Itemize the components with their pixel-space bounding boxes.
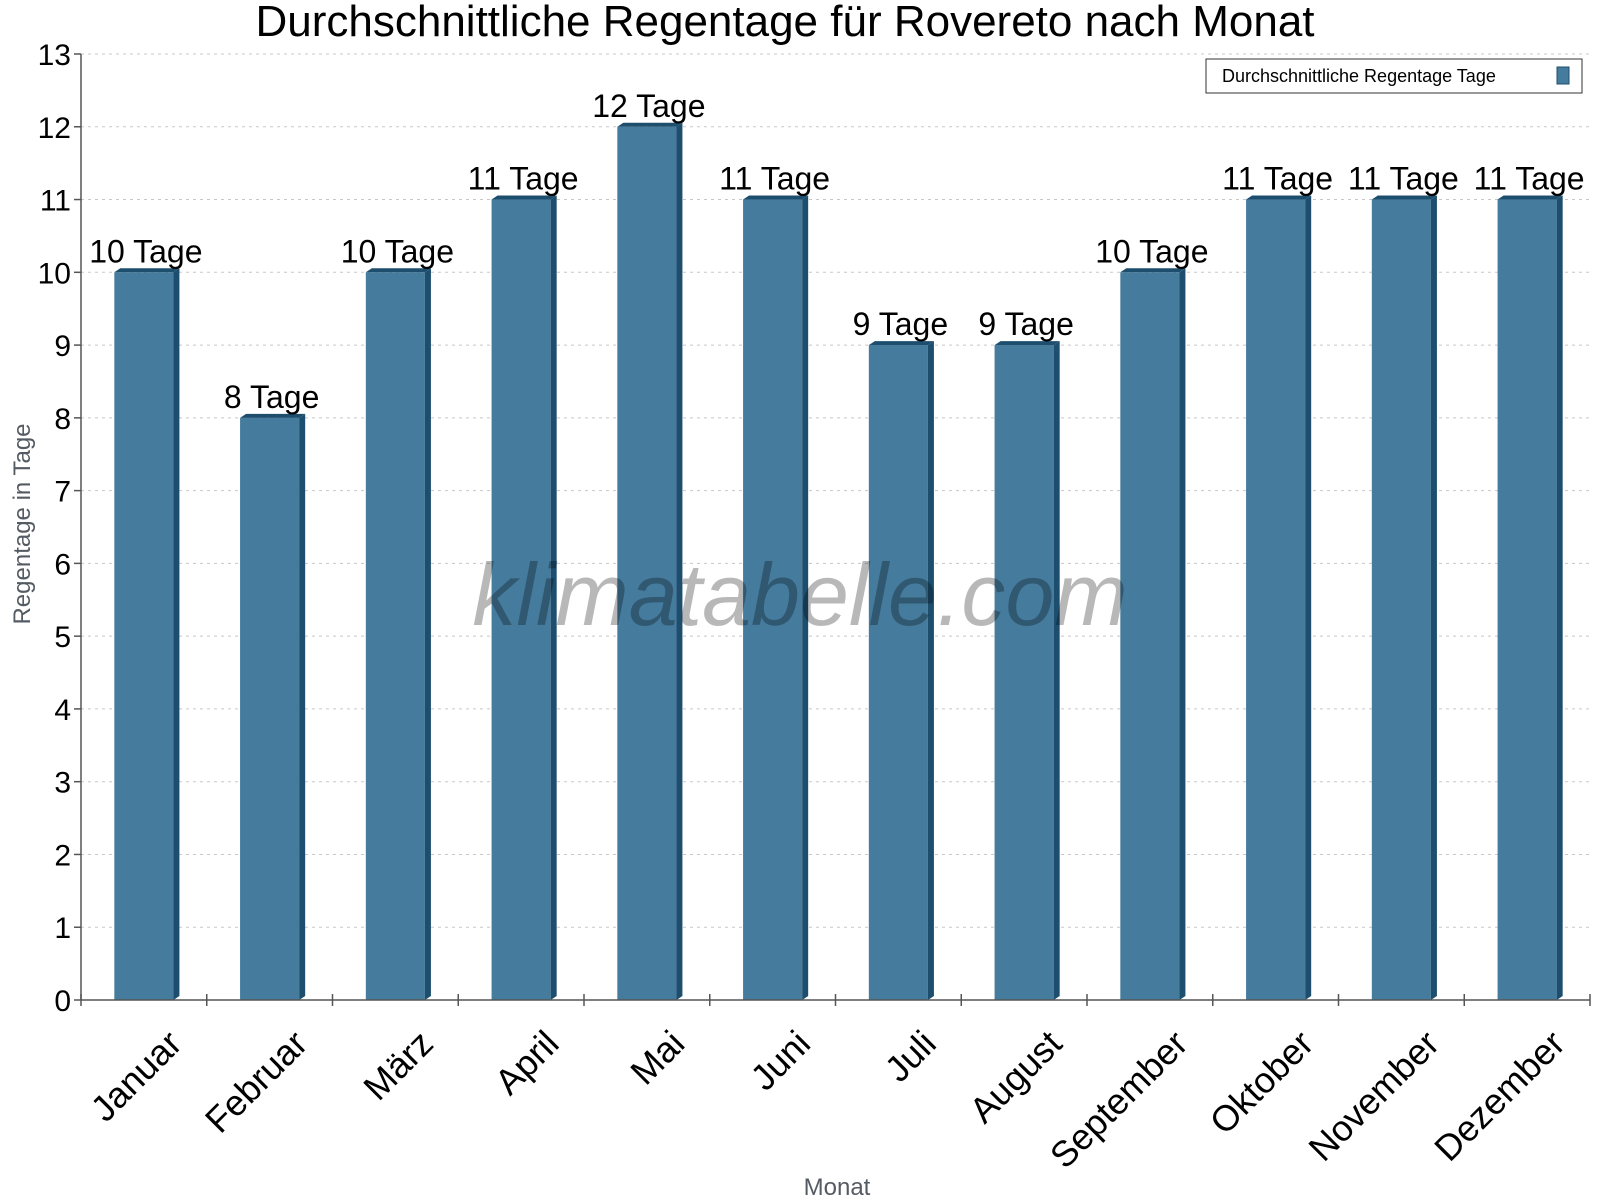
y-tick-label: 2 <box>54 839 71 872</box>
bar-top <box>1497 195 1563 200</box>
y-tick-label: 10 <box>38 257 71 290</box>
legend-box <box>1205 58 1583 94</box>
y-tick-label: 3 <box>54 767 71 800</box>
y-tick-label: 6 <box>54 548 71 581</box>
bar-value-label: 9 Tage <box>978 306 1074 342</box>
bar-value-label: 12 Tage <box>592 88 705 124</box>
y-tick-label: 5 <box>54 621 71 654</box>
bar-side <box>1179 268 1186 1000</box>
x-tick-label: Juli <box>877 1022 944 1089</box>
x-tick-label: September <box>1042 1022 1196 1176</box>
bar <box>114 272 174 1000</box>
bar <box>1120 272 1180 1000</box>
bar-top <box>1246 195 1312 200</box>
bar-value-label: 10 Tage <box>89 233 202 269</box>
y-tick-label: 8 <box>54 403 71 436</box>
bar-side <box>1053 341 1060 1001</box>
bar-value-label: 8 Tage <box>224 379 320 415</box>
x-tick-label: Juni <box>742 1022 818 1098</box>
bar-value-label: 10 Tage <box>1095 233 1208 269</box>
bar <box>240 417 300 1000</box>
bar-side <box>927 341 934 1001</box>
y-tick-label: 13 <box>38 39 71 72</box>
bar <box>1497 199 1557 1001</box>
bars <box>114 122 1563 1001</box>
bar-value-label: 11 Tage <box>468 161 579 197</box>
bar-top <box>617 122 683 127</box>
bar-value-label: 11 Tage <box>1474 161 1585 197</box>
bar <box>868 345 928 1001</box>
legend-label: Durchschnittliche Regentage Tage <box>1222 66 1496 86</box>
bar-side <box>173 268 180 1000</box>
legend-swatch <box>1556 66 1570 85</box>
x-tick-label: Oktober <box>1202 1022 1322 1142</box>
y-tick-label: 4 <box>54 694 71 727</box>
bar-value-label: 11 Tage <box>1222 161 1333 197</box>
bar-top <box>1120 268 1186 273</box>
y-tick-label: 7 <box>54 476 71 509</box>
bar-value-label: 10 Tage <box>341 233 454 269</box>
x-tick-label: November <box>1300 1022 1446 1168</box>
bar-side <box>676 122 683 1001</box>
bar-side <box>1556 195 1563 1001</box>
bar-top <box>240 413 306 418</box>
bar-top <box>365 268 431 273</box>
y-tick-label: 11 <box>40 185 71 218</box>
x-tick-label: Dezember <box>1426 1022 1572 1168</box>
y-tick-label: 12 <box>38 112 71 145</box>
chart-title: Durchschnittliche Regentage für Rovereto… <box>255 0 1314 46</box>
x-tick-label: Januar <box>83 1022 190 1129</box>
bar <box>743 199 803 1001</box>
bar <box>491 199 551 1001</box>
bar-top <box>114 268 180 273</box>
bar-value-label: 11 Tage <box>719 161 830 197</box>
bar-top <box>1371 195 1437 200</box>
x-tick-label: April <box>487 1022 567 1102</box>
bar-side <box>299 413 306 1000</box>
x-tick-label: August <box>961 1022 1069 1130</box>
bar-top <box>994 341 1060 346</box>
bar-top <box>743 195 809 200</box>
y-axis-label: Regentage in Tage <box>9 423 36 624</box>
bar <box>365 272 425 1000</box>
bar-side <box>424 268 431 1000</box>
data-labels: 10 Tage 8 Tage 10 Tage 11 Tage 12 Tage 11 Tag… <box>89 88 1584 415</box>
x-axis-label: Monat <box>804 1174 871 1200</box>
bar-side <box>1430 195 1437 1001</box>
bar-side <box>802 195 809 1001</box>
bar-side <box>1305 195 1312 1001</box>
watermark-text: klimatabelle.com <box>472 545 1127 644</box>
y-tick-label: 9 <box>54 330 71 363</box>
y-tick-label: 0 <box>54 985 71 1018</box>
legend: Durchschnittliche Regentage Tage <box>1205 58 1583 94</box>
bar <box>617 126 677 1001</box>
x-tick-label: Februar <box>197 1022 315 1140</box>
bar-value-label: 11 Tage <box>1348 161 1459 197</box>
bar-value-label: 9 Tage <box>853 306 949 342</box>
bar-top <box>491 195 557 200</box>
bar <box>994 345 1054 1001</box>
bar-top <box>868 341 934 346</box>
bar <box>1246 199 1306 1001</box>
x-tick-label: März <box>355 1022 441 1108</box>
y-tick-label: 1 <box>54 912 71 945</box>
bar <box>1371 199 1431 1001</box>
x-tick-label: Mai <box>622 1022 692 1092</box>
bar-side <box>550 195 557 1001</box>
